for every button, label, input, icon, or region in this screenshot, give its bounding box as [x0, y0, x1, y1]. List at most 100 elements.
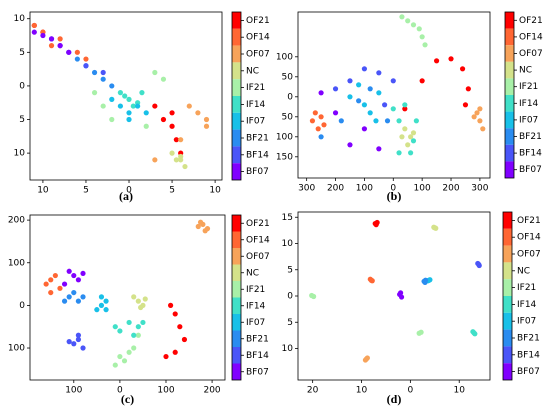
point [361, 102, 368, 108]
colorbar-label: OF07 [517, 250, 541, 260]
point [112, 324, 118, 330]
colorbar-swatch [503, 245, 512, 263]
point [347, 94, 353, 100]
x-tick-label: 0 [117, 386, 123, 396]
point [66, 49, 72, 55]
x-tick-label: 5 [169, 186, 175, 196]
colorbar-swatch [232, 163, 241, 180]
point [160, 116, 167, 123]
x-tick-label: 100 [356, 184, 373, 194]
point [332, 86, 339, 92]
point [408, 134, 414, 140]
y-tick-label: 5 [19, 115, 25, 125]
point [309, 118, 316, 124]
point [71, 341, 77, 347]
point [373, 222, 379, 228]
y-tick-label: 100 [8, 258, 25, 268]
point [419, 34, 425, 40]
y-tick-label: 100 [8, 344, 25, 354]
point [368, 277, 374, 283]
x-tick-label: 200 [442, 184, 459, 194]
point [140, 319, 146, 326]
point [459, 66, 466, 72]
point [195, 110, 201, 116]
point [396, 150, 402, 156]
x-tick-label: 20 [307, 386, 319, 396]
point [356, 98, 362, 104]
colorbar-frame [502, 211, 513, 381]
point [160, 76, 167, 82]
colorbar-swatch [503, 329, 512, 347]
colorbar-label: BF14 [517, 350, 540, 360]
point [203, 123, 210, 129]
point [318, 114, 324, 120]
point [48, 36, 55, 42]
colorbar-swatch [505, 61, 514, 79]
colorbar-swatch [232, 215, 241, 232]
colorbar-swatch [232, 248, 241, 265]
y-tick-label: 150 [276, 152, 293, 162]
point [75, 332, 82, 338]
colorbar-label: NC [517, 266, 530, 276]
colorbar-swatch [232, 281, 241, 298]
point [130, 103, 136, 109]
colorbar-frame [231, 214, 242, 381]
caption: (d) [387, 392, 402, 406]
colorbar-swatch [232, 297, 241, 314]
colorbar-swatch [503, 363, 512, 380]
x-tick-label: 10 [209, 186, 221, 196]
colorbar-label: OF14 [517, 233, 541, 243]
point [40, 32, 46, 39]
colorbar-label: IF07 [246, 318, 265, 328]
point [135, 332, 141, 338]
point [182, 163, 188, 170]
colorbar-label: IF14 [246, 301, 266, 311]
colorbar-swatch [232, 62, 241, 80]
point [143, 110, 149, 116]
point [476, 261, 482, 268]
point [98, 294, 105, 300]
colorbar-label: OF07 [246, 252, 270, 262]
y-tick-label: 0 [19, 81, 25, 91]
point [361, 126, 368, 132]
point [178, 153, 184, 160]
y-tick-label: 100 [276, 52, 293, 62]
colorbar-label: BF21 [517, 334, 540, 344]
colorbar-label: BF07 [517, 367, 540, 377]
point [131, 294, 137, 300]
point [181, 336, 188, 343]
point [109, 116, 115, 123]
point [112, 362, 118, 368]
point [477, 106, 483, 112]
colorbar-swatch [232, 45, 241, 63]
colorbar-swatch [503, 279, 512, 296]
colorbar-swatch [232, 12, 241, 29]
colorbar-label: IF14 [246, 100, 266, 110]
point [405, 142, 411, 148]
point [315, 126, 321, 132]
colorbar-swatch [505, 161, 514, 178]
colorbar-swatch [503, 312, 512, 330]
point [202, 228, 208, 234]
colorbar-label: NC [519, 66, 532, 76]
colorbar-label: BF21 [519, 132, 542, 142]
colorbar-label: OF21 [246, 219, 270, 229]
point [332, 110, 339, 116]
point [135, 103, 141, 109]
point [384, 118, 391, 124]
colorbar-swatch [505, 12, 514, 29]
colorbar-label: IF07 [519, 115, 538, 125]
point [57, 43, 63, 49]
point [186, 103, 192, 109]
point [66, 268, 72, 274]
point [75, 277, 82, 283]
point [169, 150, 175, 156]
point [399, 14, 405, 20]
y-tick-label: 5 [287, 265, 293, 275]
colorbar-swatch [232, 146, 241, 164]
point [152, 69, 158, 76]
x-tick-label: 10 [453, 386, 465, 396]
colorbar-label: IF21 [517, 283, 536, 293]
colorbar-label: OF07 [246, 50, 270, 60]
x-tick-label: 10 [37, 186, 49, 196]
